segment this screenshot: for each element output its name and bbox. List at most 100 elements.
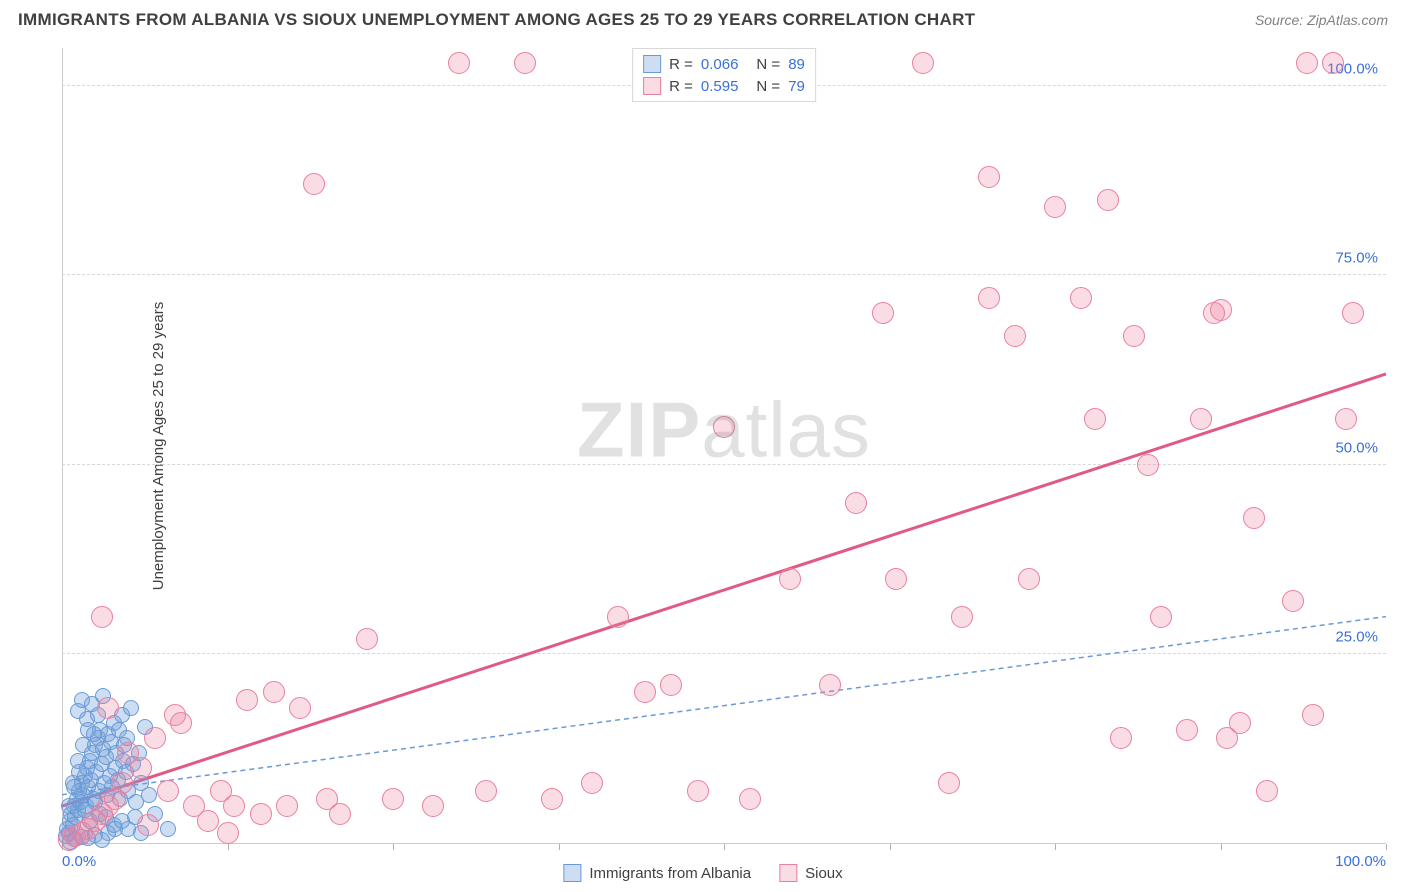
data-point xyxy=(250,803,272,825)
data-point xyxy=(1044,196,1066,218)
r-label: R = xyxy=(669,78,693,95)
data-point xyxy=(912,52,934,74)
data-point xyxy=(872,302,894,324)
data-point xyxy=(687,780,709,802)
data-point xyxy=(303,173,325,195)
source-attribution: Source: ZipAtlas.com xyxy=(1255,12,1388,28)
legend-swatch xyxy=(779,864,797,882)
legend-swatch xyxy=(563,864,581,882)
data-point xyxy=(223,795,245,817)
chart-plot-area: 25.0%50.0%75.0%100.0%0.0%100.0% ZIPatlas… xyxy=(62,48,1386,844)
data-point xyxy=(634,681,656,703)
data-point xyxy=(422,795,444,817)
x-tick xyxy=(890,844,891,850)
data-point xyxy=(1190,408,1212,430)
data-point xyxy=(978,166,1000,188)
data-point xyxy=(581,772,603,794)
data-point xyxy=(819,674,841,696)
data-point xyxy=(938,772,960,794)
x-tick xyxy=(393,844,394,850)
x-tick-label: 100.0% xyxy=(1335,853,1386,870)
n-value: 79 xyxy=(788,78,805,95)
data-point xyxy=(1210,299,1232,321)
chart-title: IMMIGRANTS FROM ALBANIA VS SIOUX UNEMPLO… xyxy=(18,10,975,30)
data-point xyxy=(91,606,113,628)
data-point xyxy=(1097,189,1119,211)
data-point xyxy=(123,700,139,716)
data-point xyxy=(236,689,258,711)
data-point xyxy=(1150,606,1172,628)
data-point xyxy=(514,52,536,74)
data-point xyxy=(713,416,735,438)
data-point xyxy=(97,697,119,719)
data-point xyxy=(541,788,563,810)
data-point xyxy=(1084,408,1106,430)
grid-line-horizontal xyxy=(62,653,1386,654)
data-point xyxy=(1004,325,1026,347)
data-point xyxy=(845,492,867,514)
legend-item: Immigrants from Albania xyxy=(563,864,751,882)
n-value: 89 xyxy=(788,56,805,73)
data-point xyxy=(1282,590,1304,612)
data-point xyxy=(1335,408,1357,430)
data-point xyxy=(475,780,497,802)
data-point xyxy=(356,628,378,650)
data-point xyxy=(157,780,179,802)
correlation-legend-row: R =0.066N =89 xyxy=(643,53,805,75)
n-label: N = xyxy=(756,78,780,95)
data-point xyxy=(289,697,311,719)
data-point xyxy=(1256,780,1278,802)
legend-label: Immigrants from Albania xyxy=(589,865,751,882)
data-point xyxy=(1018,568,1040,590)
data-point xyxy=(1243,507,1265,529)
x-tick xyxy=(559,844,560,850)
x-tick xyxy=(1221,844,1222,850)
data-point xyxy=(1176,719,1198,741)
r-value: 0.066 xyxy=(701,56,739,73)
legend-swatch xyxy=(643,55,661,73)
data-point xyxy=(607,606,629,628)
legend-item: Sioux xyxy=(779,864,843,882)
y-tick-label: 25.0% xyxy=(1335,629,1378,646)
legend-swatch xyxy=(643,77,661,95)
data-point xyxy=(170,712,192,734)
data-point xyxy=(263,681,285,703)
data-point xyxy=(382,788,404,810)
data-point xyxy=(448,52,470,74)
data-point xyxy=(1229,712,1251,734)
data-point xyxy=(1342,302,1364,324)
data-point xyxy=(660,674,682,696)
data-point xyxy=(885,568,907,590)
data-point xyxy=(111,772,133,794)
data-point xyxy=(978,287,1000,309)
data-point xyxy=(1123,325,1145,347)
y-tick-label: 75.0% xyxy=(1335,250,1378,267)
data-point xyxy=(66,779,82,795)
data-point xyxy=(144,727,166,749)
data-point xyxy=(1296,52,1318,74)
x-tick xyxy=(1386,844,1387,850)
data-point xyxy=(137,814,159,836)
correlation-legend-row: R = 0.595 N = 79 xyxy=(643,75,805,97)
x-tick-label: 0.0% xyxy=(62,853,96,870)
r-label: R = xyxy=(669,56,693,73)
header-bar: IMMIGRANTS FROM ALBANIA VS SIOUX UNEMPLO… xyxy=(0,0,1406,36)
data-point xyxy=(1070,287,1092,309)
r-value: 0.595 xyxy=(701,78,739,95)
data-point xyxy=(276,795,298,817)
data-point xyxy=(141,787,157,803)
data-point xyxy=(739,788,761,810)
data-point xyxy=(1137,454,1159,476)
data-point xyxy=(1322,52,1344,74)
series-legend: Immigrants from Albania Sioux xyxy=(563,864,842,882)
x-tick xyxy=(724,844,725,850)
grid-line-horizontal xyxy=(62,464,1386,465)
correlation-legend: R = 0.066 N = 89 R = 0.595 N = 79 xyxy=(632,48,816,102)
data-point xyxy=(1110,727,1132,749)
data-point xyxy=(86,726,102,742)
x-tick xyxy=(228,844,229,850)
y-tick-label: 50.0% xyxy=(1335,439,1378,456)
data-point xyxy=(130,757,152,779)
data-point xyxy=(71,764,87,780)
grid-line-horizontal xyxy=(62,274,1386,275)
